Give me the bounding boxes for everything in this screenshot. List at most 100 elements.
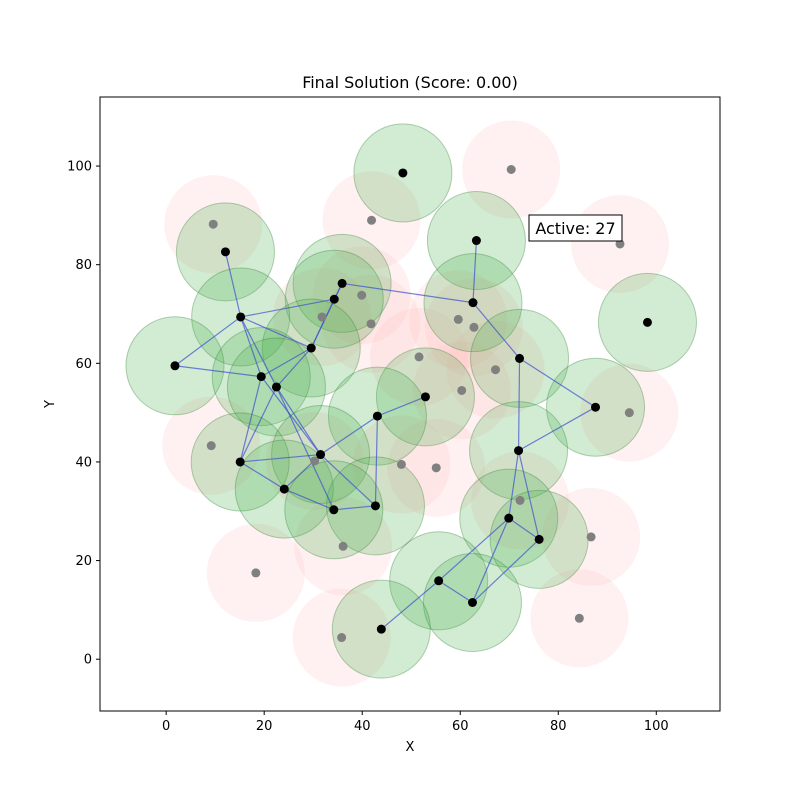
connection-edge <box>438 580 473 604</box>
inactive-point <box>367 215 377 225</box>
active-point <box>471 236 481 246</box>
connection-edge <box>517 358 521 451</box>
inactive-point <box>574 613 584 623</box>
inactive-point <box>366 319 376 329</box>
active-point <box>256 372 266 382</box>
connection-edge <box>517 450 540 540</box>
annotation-text: Active: 27 <box>535 219 615 238</box>
y-tick-label: 40 <box>75 455 92 470</box>
active-point <box>434 576 444 586</box>
active-point <box>642 317 652 327</box>
connection-edge <box>438 517 510 582</box>
connection-edge <box>333 505 376 511</box>
inactive-point <box>338 541 348 551</box>
active-point <box>515 353 525 363</box>
active-point <box>279 484 289 494</box>
inactive-point <box>396 459 406 469</box>
active-point <box>591 402 601 412</box>
active-point <box>236 312 246 322</box>
connection-edge <box>260 376 322 455</box>
connection-edge <box>377 396 426 417</box>
active-point <box>514 446 524 456</box>
x-tick-label: 20 <box>256 719 273 734</box>
active-point <box>220 247 230 257</box>
active-point <box>376 624 386 634</box>
inactive-point <box>357 290 367 300</box>
inactive-point <box>515 495 525 505</box>
inactive-point <box>431 463 441 473</box>
connection-edge <box>508 517 540 540</box>
connection-edge <box>508 450 520 519</box>
connection-edge <box>275 347 312 388</box>
connection-edge <box>472 302 521 359</box>
inactive-point <box>337 633 347 643</box>
connection-edge <box>342 282 474 304</box>
y-tick-label: 100 <box>67 160 92 175</box>
connection-edge <box>275 386 335 511</box>
connection-edge <box>518 406 596 452</box>
connection-edge <box>240 316 312 349</box>
x-tick-label: 100 <box>644 719 669 734</box>
inactive-point <box>310 456 320 466</box>
connection-edge <box>380 580 440 630</box>
active-point <box>271 382 281 392</box>
connection-edge <box>240 453 321 463</box>
active-point <box>337 278 347 288</box>
connection-edge <box>320 454 376 507</box>
annotation-box <box>528 214 623 242</box>
inactive-point <box>506 164 516 174</box>
connection-edge <box>471 517 510 603</box>
active-point <box>372 411 382 421</box>
connection-edge <box>240 316 262 377</box>
y-axis: 0 20 40 60 80 100 <box>67 160 100 668</box>
inactive-point <box>208 219 218 229</box>
y-tick-label: 20 <box>75 554 92 569</box>
connection-edge <box>519 357 596 408</box>
y-axis-label: Y <box>43 400 58 409</box>
active-point <box>467 598 477 608</box>
x-tick-label: 60 <box>452 719 469 734</box>
connection-edge <box>374 416 379 506</box>
connection-edge <box>174 316 242 367</box>
inactive-point <box>251 568 261 578</box>
node-points <box>170 164 652 643</box>
active-point <box>398 168 408 178</box>
connection-edge <box>310 298 335 349</box>
y-tick-label: 0 <box>84 653 92 668</box>
connection-edge <box>174 365 262 378</box>
connection-edges <box>174 240 596 630</box>
x-tick-label: 80 <box>550 719 567 734</box>
connection-edge <box>224 251 242 318</box>
active-point <box>235 457 245 467</box>
active-point <box>468 298 478 308</box>
inactive-point <box>586 532 596 542</box>
active-point <box>329 294 339 304</box>
inactive-point <box>615 239 625 249</box>
connection-edge <box>239 386 277 463</box>
inactive-point <box>469 322 479 332</box>
connection-edge <box>472 538 540 603</box>
inactive-point <box>206 441 216 451</box>
active-point <box>170 361 180 371</box>
connection-edge <box>320 415 378 456</box>
y-tick-label: 60 <box>75 357 92 372</box>
active-point <box>370 501 380 511</box>
inactive-point <box>453 314 463 324</box>
inactive-point <box>457 385 467 395</box>
connection-edge <box>472 240 478 303</box>
active-point <box>420 392 430 402</box>
inactive-point <box>491 365 501 375</box>
active-point <box>329 505 339 515</box>
inactive-point <box>414 352 424 362</box>
connection-edge <box>239 376 262 463</box>
x-axis-label: X <box>406 740 415 755</box>
connection-edge <box>240 316 277 388</box>
x-axis: 0 20 40 60 80 100 <box>162 711 669 734</box>
x-tick-label: 40 <box>354 719 371 734</box>
inactive-point <box>317 312 327 322</box>
connection-edge <box>260 347 312 378</box>
active-point <box>534 534 544 544</box>
inactive-point <box>624 408 634 418</box>
